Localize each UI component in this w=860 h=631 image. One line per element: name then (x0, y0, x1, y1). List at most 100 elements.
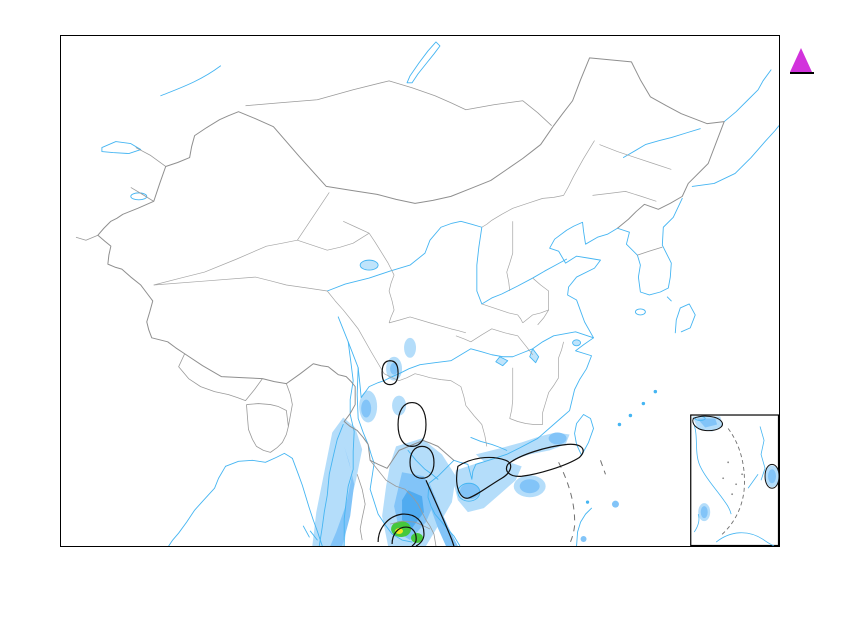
shade-yellow-spot (395, 528, 404, 535)
nine-dash-segment (558, 462, 576, 546)
province-border (506, 221, 514, 292)
tsushima-island (666, 296, 672, 302)
jeju-island (634, 308, 646, 316)
inset-shading-core (768, 469, 777, 484)
inset-contours (692, 415, 779, 489)
spread-contour (505, 443, 584, 477)
spread-contour (391, 526, 417, 546)
poyang-lake (529, 348, 540, 364)
inset-vietnam-coast (692, 422, 732, 515)
nine-dash-segment (600, 460, 606, 475)
korea-dmz (637, 246, 663, 256)
spread-contour (381, 360, 399, 386)
pearl-river (470, 436, 508, 451)
shade-sichuan-patch (404, 337, 417, 358)
spread-contours (377, 360, 584, 546)
inset-shading-core (700, 506, 708, 519)
babuyan-island (585, 500, 590, 504)
shade-sichuan-core (390, 362, 399, 375)
spread-contour (377, 513, 425, 546)
inset-philippines-coast (759, 426, 766, 481)
salween-river (343, 341, 355, 546)
songhua-river (622, 128, 701, 158)
thailand-myanmar-border (356, 474, 366, 541)
shade-sea-dot (611, 500, 619, 508)
inset-islands (722, 461, 744, 496)
luzon-coastline (576, 507, 592, 546)
province-border (542, 377, 559, 425)
mekong-river (356, 367, 413, 543)
shade-tonkin (453, 460, 522, 513)
province-border (481, 303, 524, 324)
dongting-lake (495, 356, 509, 367)
cape-shading (312, 337, 619, 546)
ryukyu-island (641, 401, 646, 406)
spread-contour (425, 480, 455, 546)
province-border (509, 367, 543, 425)
mongolia-russia-border (245, 80, 552, 126)
shade-myanmar-core (330, 446, 355, 546)
shade-myanmar-band (312, 417, 363, 546)
china-national-border (97, 57, 725, 469)
province-border (599, 144, 672, 170)
pamir-border (75, 234, 99, 241)
vietnam-coastline (427, 459, 461, 546)
shade-green-spot (411, 533, 423, 544)
colorbar-arrow (790, 48, 812, 72)
map-plot-area (60, 35, 780, 547)
kazakh-border (130, 147, 166, 202)
province-border (368, 233, 395, 323)
south-china-sea-inset (690, 414, 779, 546)
inset-contour (764, 463, 779, 489)
nepal-south-border (178, 353, 263, 401)
inset-borneo-coast (715, 532, 775, 546)
colorbar-cells (790, 72, 814, 74)
shade-yunnan-patch (392, 395, 407, 416)
inset-coastlines (692, 416, 775, 546)
province-border (592, 191, 657, 202)
province-border (383, 373, 451, 381)
myanmar-coastline (291, 457, 323, 546)
lake-baikal (406, 41, 441, 84)
inset-nine-dash-line (719, 428, 745, 537)
cambodia-border (389, 520, 431, 530)
spread-contour (456, 456, 512, 499)
red-river (407, 449, 439, 480)
shade-yunnan-core (361, 399, 372, 418)
laos-vietnam-border (369, 460, 437, 546)
shade-se-hainan (519, 479, 540, 494)
siberia-river (160, 65, 222, 97)
shade-sea-dot (580, 536, 587, 543)
myanmar-india-border (285, 383, 293, 427)
inset-malaysia-coast (693, 513, 700, 533)
province-border (388, 316, 466, 334)
shade-indochina-inner (402, 490, 424, 529)
lake-issyk-kul (130, 192, 148, 201)
russia-sea-coast (691, 125, 779, 187)
inset-contour (692, 415, 723, 432)
bangladesh-coastline (225, 452, 293, 467)
province-border (343, 220, 370, 234)
korea-coastline (617, 197, 683, 296)
province-border (481, 140, 595, 228)
province-border (558, 341, 564, 378)
province-border (532, 277, 549, 326)
province-border (326, 290, 385, 374)
india-east-coastline (168, 465, 226, 546)
map-canvas (75, 41, 779, 546)
irrawaddy-river (318, 424, 344, 546)
amur-river (723, 69, 772, 123)
inset-frame (690, 414, 779, 546)
province-border (153, 192, 330, 286)
foreign-borders (75, 80, 663, 546)
province-border (450, 380, 488, 447)
shade-coastal-guangdong (475, 432, 570, 469)
province-border (522, 309, 549, 324)
taiwan-island (574, 414, 594, 456)
ryukyu-island (617, 422, 622, 427)
province-border (153, 276, 328, 292)
inset-palawan (747, 474, 759, 489)
nine-dash-line (558, 460, 606, 546)
province-borders (153, 140, 672, 447)
